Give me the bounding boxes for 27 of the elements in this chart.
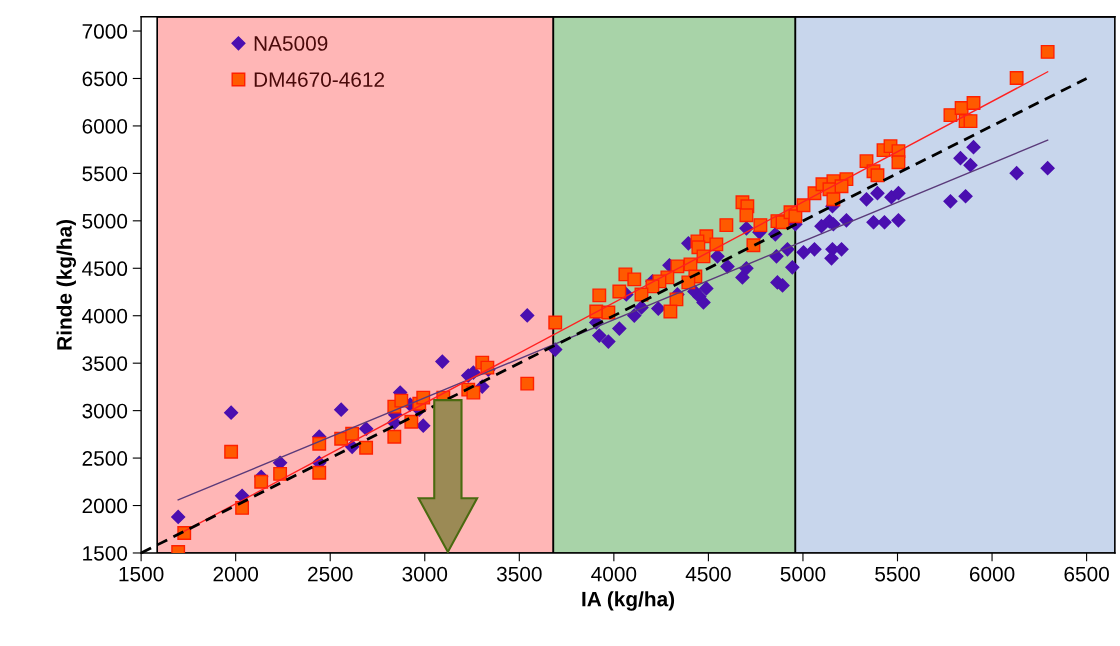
y-tick-label: 2000: [82, 498, 128, 514]
y-axis-title: Rinde (kg/ha): [56, 219, 77, 350]
y-tick-label: 4000: [82, 308, 128, 324]
x-tick-label: 2500: [308, 566, 353, 582]
y-tick-label: 6500: [82, 71, 128, 87]
x-tick-label: 3000: [402, 566, 448, 582]
y-tick-label: 6000: [82, 118, 128, 134]
x-tick-label: 1500: [119, 566, 164, 582]
x-tick-label: 5500: [875, 566, 920, 582]
legend-label: NA5009: [254, 36, 328, 51]
x-tick-label: 3500: [496, 566, 542, 582]
y-tick-label: 3500: [82, 356, 128, 371]
legend-label: DM4670-4612: [254, 72, 385, 87]
y-tick-label: 5500: [82, 166, 128, 182]
y-tick-label: 3000: [82, 403, 128, 419]
x-tick-label: 4000: [591, 566, 637, 582]
y-tick-label: 2500: [82, 451, 128, 466]
y-tick-label: 5000: [82, 213, 128, 229]
x-tick-label: 4500: [685, 566, 731, 582]
y-tick-label: 1500: [83, 545, 128, 561]
x-tick-label: 6000: [969, 566, 1015, 582]
x-tick-label: 5000: [780, 566, 826, 582]
y-tick-label: 4500: [82, 261, 128, 277]
x-axis-title: IA (kg/ha): [582, 591, 675, 611]
x-tick-label: 2000: [213, 566, 259, 582]
x-tick-label: 6500: [1064, 566, 1109, 582]
y-tick-label: 7000: [82, 24, 128, 39]
